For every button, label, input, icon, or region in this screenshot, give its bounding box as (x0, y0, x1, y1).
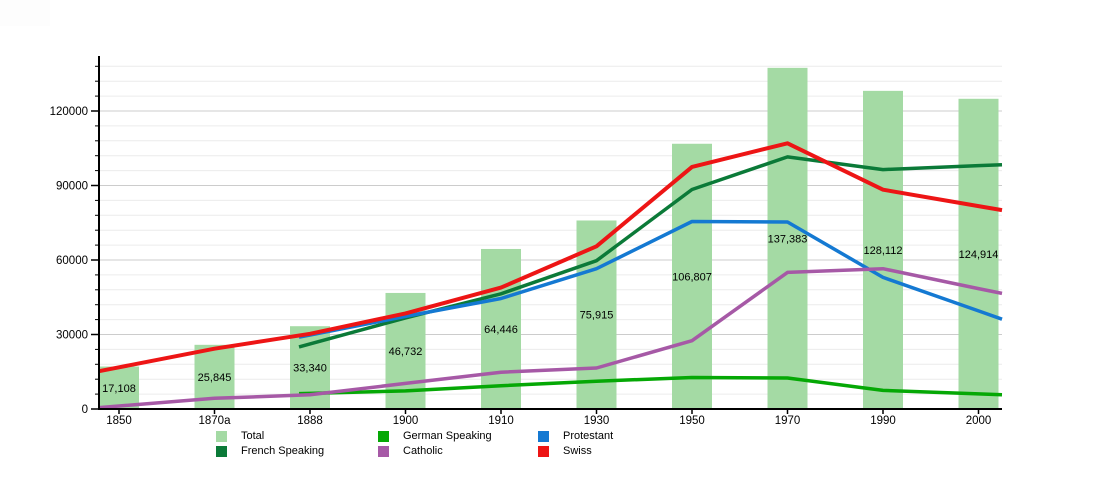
y-axis-label: 30000 (56, 330, 88, 342)
x-axis-label-1850: 1850 (106, 415, 132, 427)
x-axis-label-1900: 1900 (393, 415, 419, 427)
bar-value-label: 137,383 (768, 233, 808, 245)
total-bar-2000 (958, 98, 999, 409)
x-axis-label-1870a: 1870a (199, 415, 232, 427)
legend-label: French Speaking (241, 445, 325, 457)
line-protestant (298, 219, 1003, 339)
legend-item-protestant: Protestant (538, 430, 613, 442)
bar-value-label: 46,732 (389, 346, 423, 358)
bar-value-label: 64,446 (484, 324, 518, 336)
x-axis-label-1990: 1990 (870, 415, 896, 427)
total-bar-1910 (481, 248, 521, 409)
legend-item-swiss: Swiss (538, 446, 592, 458)
legend-item-total: Total (216, 430, 264, 442)
legend-swatch (378, 446, 389, 457)
bar-value-label: 25,845 (198, 372, 232, 384)
total-bar-1850 (99, 366, 139, 409)
legend-label: Catholic (403, 445, 443, 457)
x-axis-label-1970: 1970 (775, 415, 801, 427)
legend-swatch (538, 446, 549, 457)
bar-value-label: 17,108 (102, 383, 136, 395)
y-axis-label: 0 (82, 404, 88, 416)
legend-item-french-speaking: French Speaking (216, 446, 324, 458)
line-swiss (98, 141, 1003, 374)
y-axis-label: 90000 (56, 181, 88, 193)
x-axis-label-2000: 2000 (966, 415, 992, 427)
legend-label: Protestant (563, 429, 614, 442)
legend-swatch (378, 430, 389, 442)
legend-item-catholic: Catholic (378, 446, 443, 458)
y-axis-label: 120000 (50, 106, 88, 118)
x-axis-label-1930: 1930 (584, 415, 610, 427)
legend-swatch (216, 446, 227, 457)
x-axis-label-1950: 1950 (679, 415, 705, 427)
bar-value-label: 33,340 (293, 363, 327, 375)
legend-swatch (216, 430, 227, 442)
bar-value-label: 75,915 (580, 310, 614, 322)
bar-value-label: 128,112 (864, 245, 903, 257)
corner-artifact (0, 0, 50, 26)
total-bar-1970 (767, 67, 808, 409)
legend-label: German Speaking (403, 429, 492, 442)
legend-label: Swiss (563, 445, 592, 457)
legend-item-german-speaking: German Speaking (378, 430, 492, 442)
total-bar-1990 (863, 90, 903, 410)
x-axis-label-1888: 1888 (297, 415, 323, 427)
y-axis-label: 60000 (56, 255, 88, 267)
legend-swatch (538, 430, 549, 442)
x-axis-label-1910: 1910 (488, 415, 514, 427)
legend-label: Total (241, 429, 265, 442)
line-french-speaking (298, 155, 1003, 349)
line-catholic (98, 266, 1003, 410)
line-german-speaking (298, 375, 1003, 397)
bar-value-label: 106,807 (672, 271, 712, 283)
bar-value-label: 124,914 (959, 249, 999, 261)
